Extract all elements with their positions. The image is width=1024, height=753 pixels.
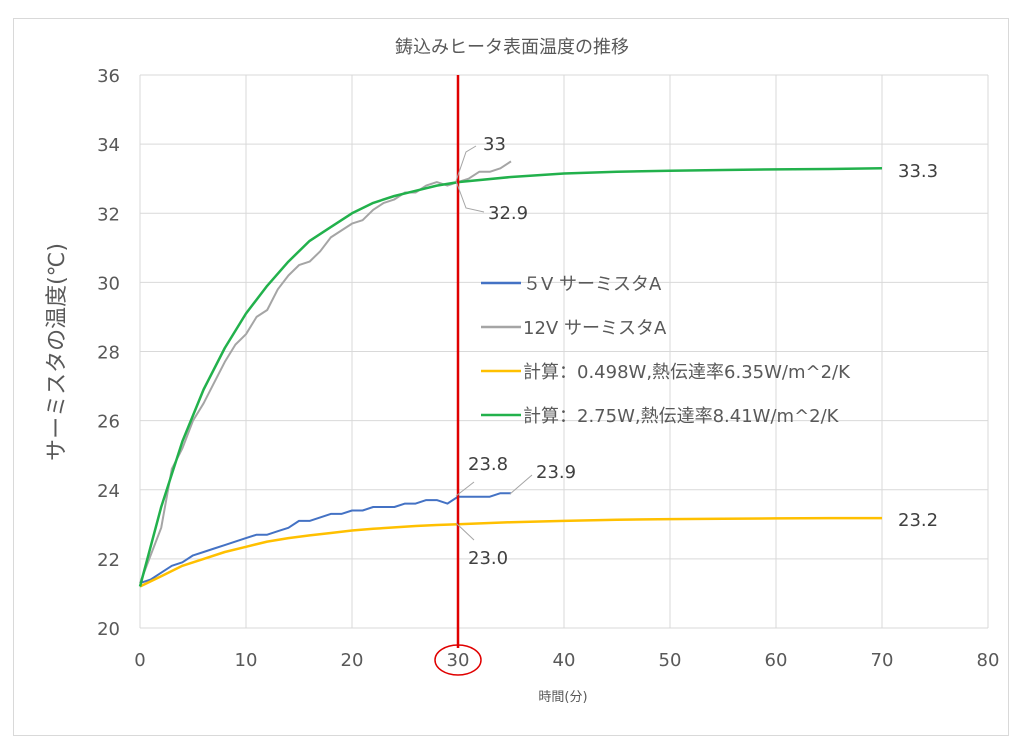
data-label: 32.9	[488, 203, 528, 224]
x-tick-label: 10	[235, 650, 258, 671]
data-label: 33.3	[898, 161, 938, 182]
x-tick-label: 50	[659, 650, 682, 671]
legend-entry-0: ５V サーミスタA	[523, 274, 662, 295]
x-tick-label: 60	[765, 650, 788, 671]
x-tick-label: 0	[134, 650, 145, 671]
y-tick-label: 26	[97, 412, 120, 433]
y-tick-label: 30	[97, 273, 120, 294]
y-tick-label: 24	[97, 481, 120, 502]
axes: 20 22 24 26 28 30 32 34 36 0 10 20 30 40 50 60 70 80	[97, 66, 999, 671]
y-tick-label: 20	[97, 619, 120, 640]
legend: ５V サーミスタA 12V サーミスタA 計算：0.498W,熱伝達率6.35W/m…	[481, 274, 851, 427]
data-label: 23.9	[536, 462, 576, 483]
legend-entry-3: 計算：2.75W,熱伝達率8.41W/m^2/K	[523, 406, 840, 427]
series-line-2	[139, 516, 882, 588]
y-tick-label: 28	[97, 343, 120, 364]
data-label-leader	[509, 474, 533, 495]
data-label-leader	[455, 145, 477, 182]
marker-circle	[434, 644, 482, 676]
x-tick-label: 70	[871, 650, 894, 671]
series-line-3	[138, 167, 883, 587]
y-tick-label: 36	[97, 66, 120, 87]
marker-layer	[434, 75, 482, 676]
legend-entry-2: 計算：0.498W,熱伝達率6.35W/m^2/K	[523, 362, 851, 383]
chart-frame	[13, 18, 1009, 736]
x-axis-label: 時間(分)	[538, 690, 587, 705]
chart-title: 鋳込みヒータ表面温度の推移	[395, 37, 629, 58]
series-line-1	[139, 160, 512, 584]
data-label: 23.8	[468, 454, 508, 475]
data-label: 33	[483, 134, 506, 155]
data-label: 23.2	[898, 510, 938, 531]
x-tick-label: 20	[341, 650, 364, 671]
series-line-0	[139, 492, 511, 585]
x-tick-label: 30	[447, 650, 470, 671]
y-tick-label: 22	[97, 550, 120, 571]
gridlines	[139, 74, 989, 629]
data-label-leader	[455, 481, 475, 497]
x-tick-label: 80	[977, 650, 1000, 671]
data-label-leader	[455, 522, 475, 541]
legend-entry-1: 12V サーミスタA	[523, 318, 667, 339]
data-label: 23.0	[468, 548, 508, 569]
data-label-leader	[455, 180, 485, 213]
series-lines	[138, 160, 883, 588]
y-tick-label: 34	[97, 135, 120, 156]
y-tick-label: 32	[97, 204, 120, 225]
x-tick-label: 40	[553, 650, 576, 671]
y-axis-label: サーミスタの温度(℃)	[45, 243, 70, 461]
annotations: 33 32.9 23.8 23.9 23.0 33.3 23.2	[455, 134, 938, 569]
